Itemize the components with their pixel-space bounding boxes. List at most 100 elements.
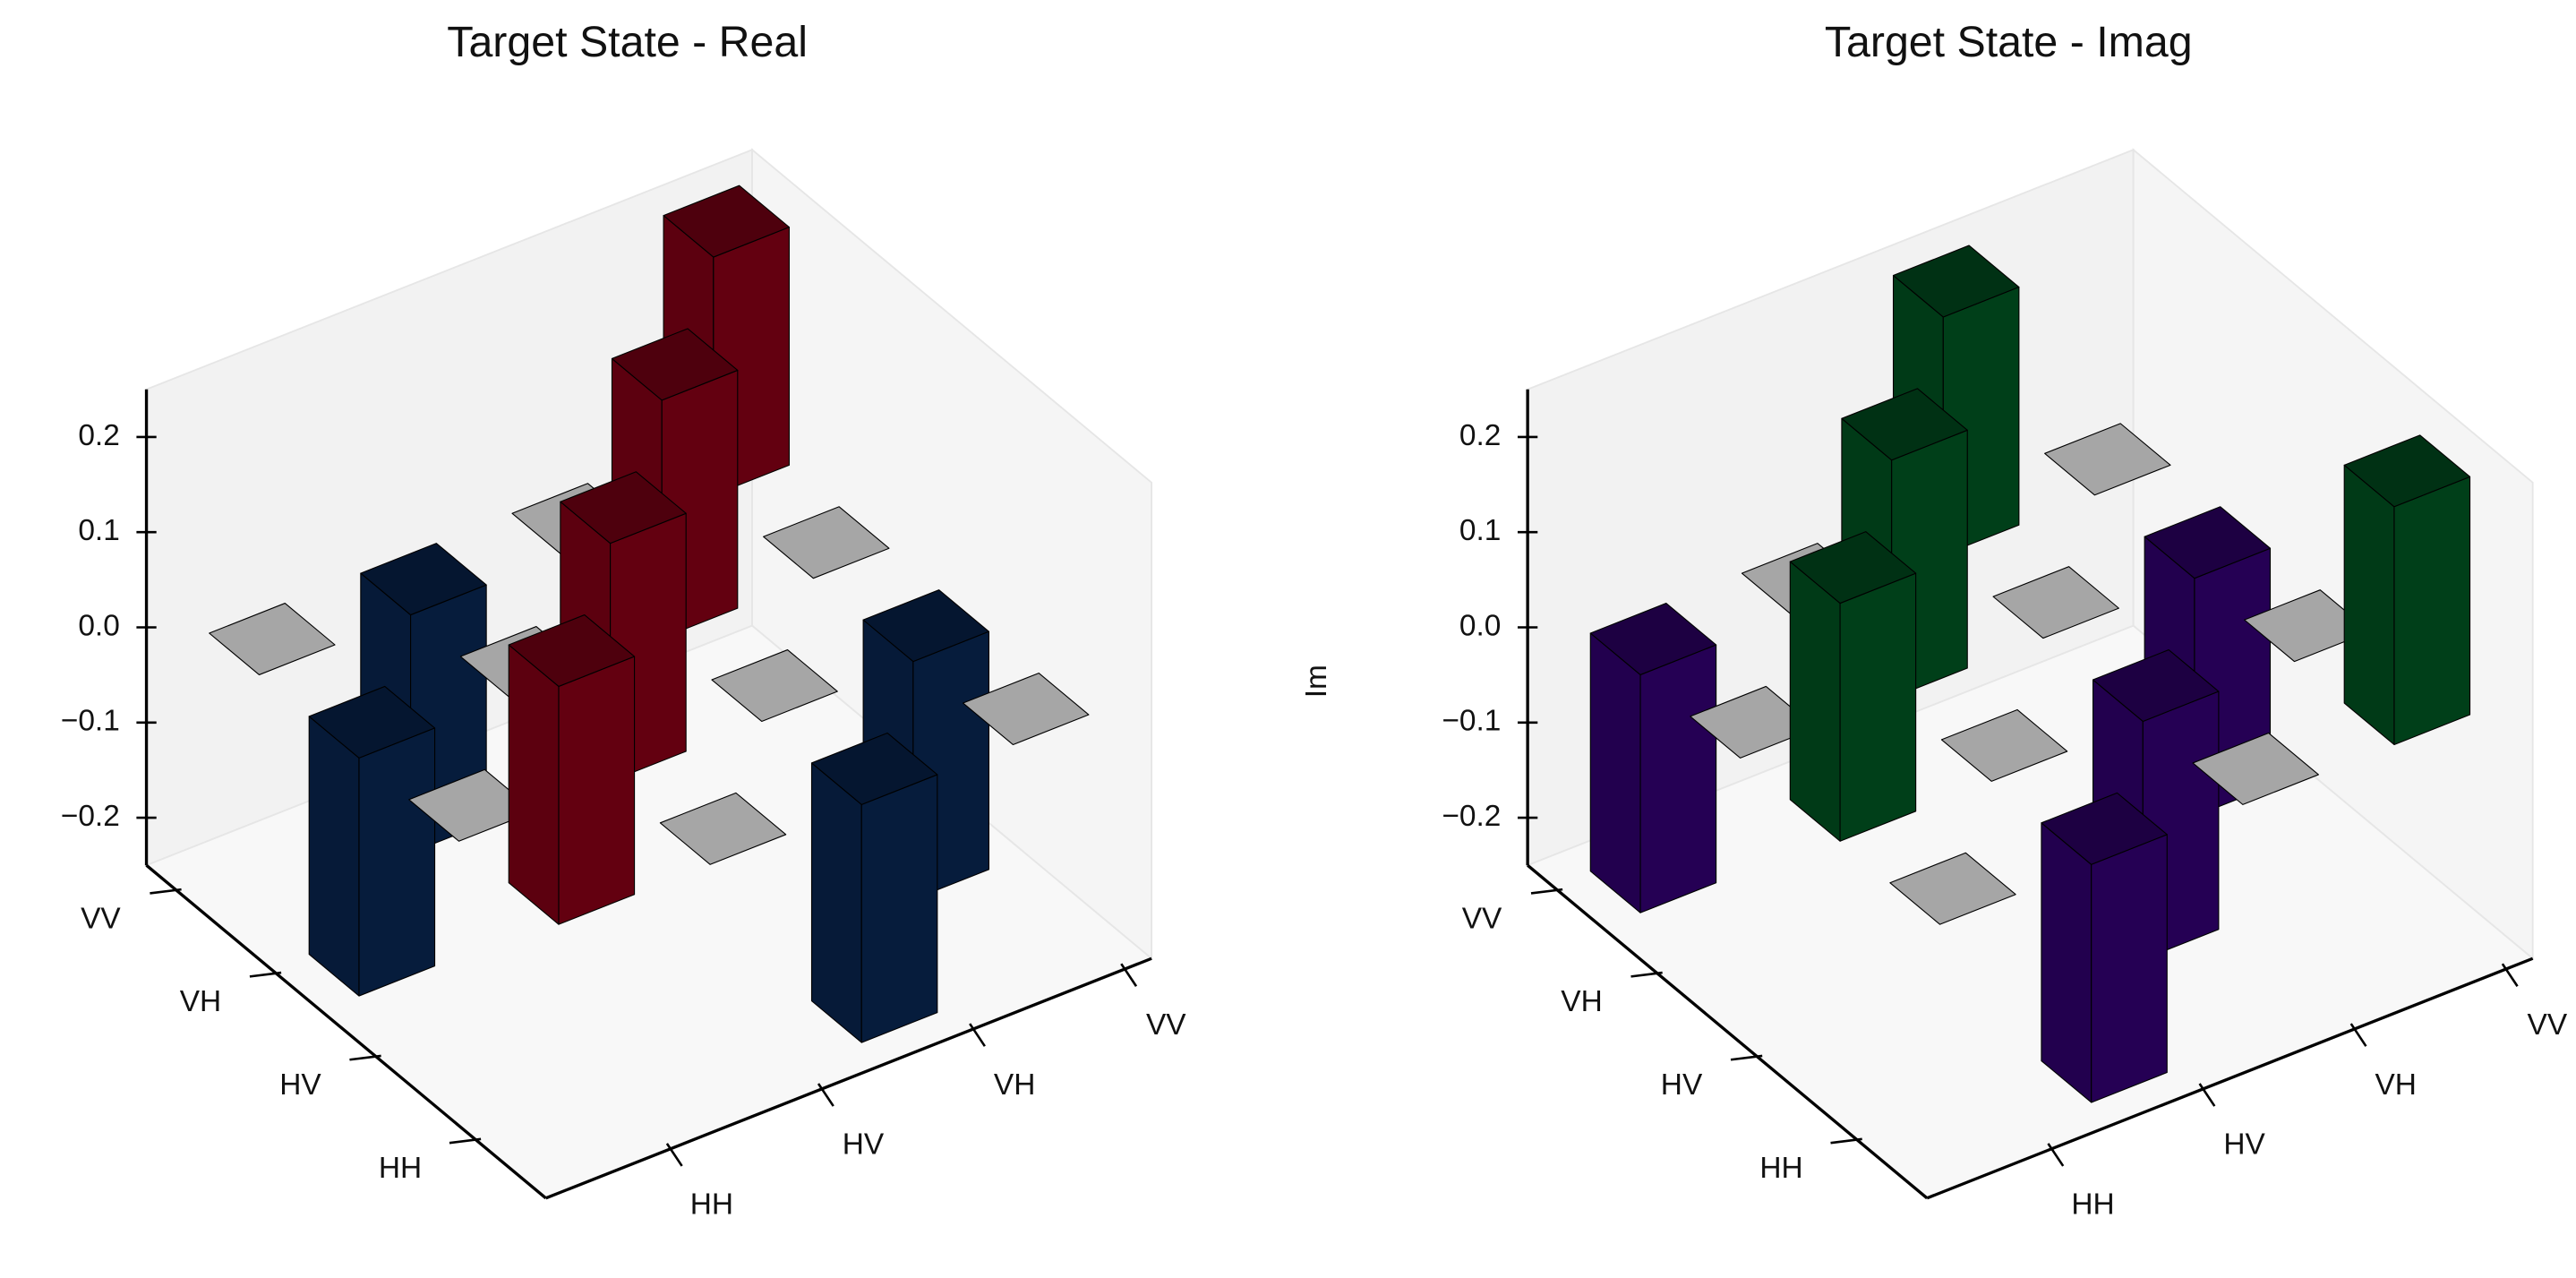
bar-right-face bbox=[358, 727, 436, 997]
bar-top bbox=[1841, 388, 1968, 461]
bar bbox=[2192, 732, 2319, 805]
bar-top bbox=[308, 685, 436, 759]
z-tick-label: 0.1 bbox=[78, 514, 119, 547]
y-axis bbox=[1527, 863, 1929, 1200]
bar-left-face bbox=[1589, 632, 1641, 913]
bar bbox=[810, 732, 938, 1043]
y-tick bbox=[449, 1137, 482, 1145]
x-tick-label: HV bbox=[843, 1128, 885, 1162]
y-axis bbox=[145, 863, 547, 1200]
bar-top bbox=[2092, 649, 2220, 723]
y-tick bbox=[1530, 888, 1563, 895]
x-tick-label: VH bbox=[2375, 1068, 2416, 1102]
bar-top bbox=[1992, 566, 2119, 639]
y-tick-label: VH bbox=[1561, 985, 1602, 1018]
bar-left-face bbox=[810, 762, 862, 1043]
x-tick-label: HH bbox=[690, 1188, 733, 1222]
chart-title: Target State - Imag bbox=[1825, 18, 2193, 66]
bar bbox=[711, 649, 838, 723]
bar-top bbox=[1889, 852, 2016, 925]
z-tick-label: 0.0 bbox=[1459, 609, 1501, 642]
z-tick-label: 0.0 bbox=[78, 609, 119, 642]
y-tick bbox=[150, 888, 182, 895]
y-tick-label: VV bbox=[1462, 902, 1502, 935]
y-tick-label: VV bbox=[81, 902, 121, 935]
bar-left-face bbox=[2041, 822, 2092, 1103]
z-tick-label: 0.2 bbox=[1459, 419, 1501, 452]
z-tick-label: −0.1 bbox=[61, 705, 120, 738]
x-tick-label: VV bbox=[2528, 1008, 2568, 1042]
bar-top bbox=[663, 184, 790, 258]
bar-top bbox=[611, 328, 739, 401]
x-axis bbox=[544, 956, 1152, 1200]
x-axis bbox=[1926, 956, 2534, 1200]
z-tick-label: −0.2 bbox=[1442, 800, 1501, 833]
bar-top bbox=[862, 589, 989, 663]
bar-top bbox=[209, 602, 336, 676]
x-tick bbox=[665, 1143, 683, 1167]
bar-left-face bbox=[1789, 561, 1841, 842]
bar-top bbox=[360, 543, 487, 616]
bar-top bbox=[1892, 244, 2020, 318]
bar bbox=[209, 602, 336, 676]
bar-top bbox=[2343, 434, 2471, 508]
bar bbox=[1940, 708, 2068, 782]
bar-right-face bbox=[1639, 644, 1717, 913]
y-tick bbox=[1630, 971, 1663, 978]
bar-top bbox=[2192, 732, 2319, 805]
bar-top bbox=[2044, 423, 2171, 496]
bar bbox=[963, 673, 1090, 746]
x-tick bbox=[2047, 1143, 2065, 1167]
bar bbox=[308, 685, 436, 997]
x-tick-label: VH bbox=[994, 1068, 1035, 1102]
chart-title: Target State - Real bbox=[447, 18, 808, 66]
bar-top bbox=[810, 732, 938, 805]
bar bbox=[2343, 434, 2471, 746]
y-tick bbox=[349, 1054, 381, 1061]
bar-top bbox=[763, 506, 890, 579]
y-tick-label: HV bbox=[279, 1068, 321, 1102]
bar bbox=[2044, 423, 2171, 496]
bar bbox=[1992, 566, 2119, 639]
y-tick-label: VH bbox=[180, 985, 221, 1018]
bar-right-face bbox=[558, 656, 636, 925]
bar bbox=[763, 506, 890, 579]
bar-top bbox=[1789, 531, 1917, 605]
panel: Target State - Real−0.2−0.10.00.10.2ReHH… bbox=[61, 18, 1186, 1222]
bar-top bbox=[508, 614, 636, 688]
bar-top bbox=[560, 471, 687, 545]
z-tick-label: −0.1 bbox=[1442, 705, 1501, 738]
bar-right-face bbox=[2091, 834, 2168, 1103]
z-tick-label: 0.2 bbox=[78, 419, 119, 452]
bar bbox=[659, 792, 787, 865]
bar-top bbox=[2041, 792, 2168, 865]
x-tick bbox=[969, 1023, 986, 1047]
y-tick bbox=[1730, 1054, 1763, 1061]
y-tick bbox=[249, 971, 282, 978]
bar-left-face bbox=[308, 716, 360, 997]
z-tick-label: 0.1 bbox=[1459, 514, 1501, 547]
y-tick-label: HH bbox=[1759, 1152, 1802, 1185]
y-tick-label: HV bbox=[1661, 1068, 1703, 1102]
x-tick-label: VV bbox=[1146, 1008, 1186, 1042]
bar-top bbox=[1589, 602, 1717, 676]
bar-top bbox=[2144, 506, 2272, 579]
z-tick-label: −0.2 bbox=[61, 800, 120, 833]
y-tick bbox=[1830, 1137, 1862, 1145]
bar bbox=[1889, 852, 2016, 925]
x-tick bbox=[2349, 1023, 2367, 1047]
bar-left-face bbox=[508, 644, 560, 925]
bar-top bbox=[1940, 708, 2068, 782]
panel: Target State - Imag −0.2 −0.1 0.0 0.1 0.2 Im HH… bbox=[1300, 18, 2568, 1222]
bar-top bbox=[711, 649, 838, 723]
bar bbox=[2041, 792, 2168, 1103]
bar bbox=[1789, 531, 1917, 842]
bar-right-face bbox=[2393, 476, 2471, 746]
x-tick bbox=[1120, 963, 1138, 988]
x-tick bbox=[817, 1083, 834, 1107]
x-tick bbox=[2198, 1083, 2216, 1107]
x-tick-label: HH bbox=[2071, 1188, 2114, 1222]
bar-right-face bbox=[1839, 572, 1917, 842]
bar-left-face bbox=[2343, 464, 2395, 746]
bar-top bbox=[659, 792, 787, 865]
